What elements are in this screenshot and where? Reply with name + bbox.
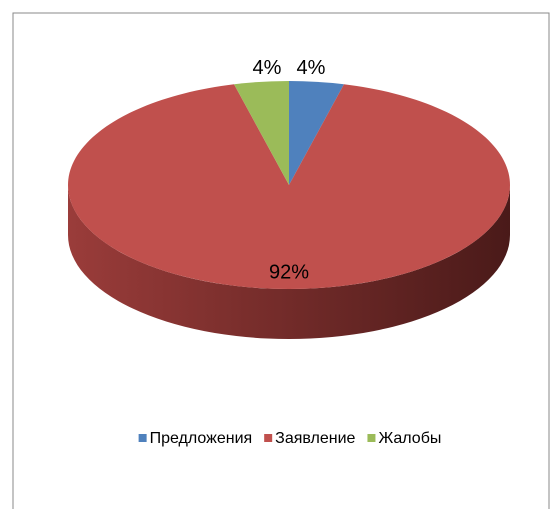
pie-slice bbox=[234, 81, 289, 185]
pie-slice bbox=[289, 81, 344, 185]
legend-label: Заявление bbox=[275, 430, 355, 447]
legend-label: Предложения bbox=[150, 430, 253, 447]
legend-swatch bbox=[138, 434, 147, 442]
pie-side bbox=[68, 185, 510, 339]
legend-swatch bbox=[264, 434, 273, 442]
legend-swatch bbox=[367, 434, 376, 442]
data-label: 92% bbox=[269, 262, 309, 284]
legend-label: Жалобы bbox=[378, 430, 441, 447]
pie-slice bbox=[68, 84, 511, 289]
data-label: 4% bbox=[253, 57, 282, 79]
data-label: 4% bbox=[297, 57, 326, 79]
